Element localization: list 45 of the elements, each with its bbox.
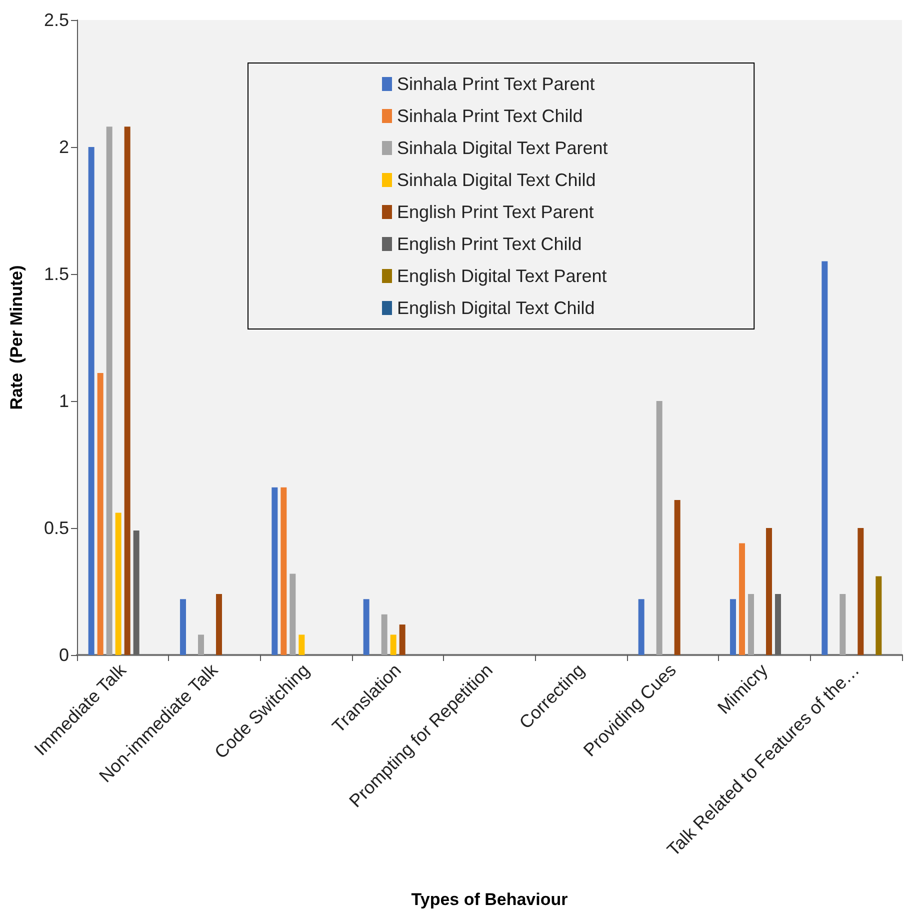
y-tick-label: 1 — [58, 391, 69, 411]
bar — [272, 487, 278, 655]
x-axis-title: Types of Behaviour — [411, 890, 568, 909]
y-tick-label: 0 — [58, 645, 69, 665]
bar — [730, 599, 736, 655]
bar — [198, 634, 204, 655]
bar — [97, 373, 104, 655]
bar — [775, 594, 781, 655]
bar — [363, 599, 370, 655]
legend-label: English Digital Text Child — [397, 298, 595, 318]
bar — [858, 528, 864, 655]
bar — [390, 634, 396, 655]
bar — [766, 528, 772, 655]
bar — [876, 576, 882, 655]
legend-label: Sinhala Digital Text Child — [397, 170, 596, 190]
y-tick-label: 2.5 — [44, 10, 69, 30]
legend-label: Sinhala Digital Text Parent — [397, 138, 608, 158]
bar — [638, 599, 644, 655]
bar — [822, 261, 828, 655]
bar — [840, 594, 846, 655]
bar — [656, 401, 662, 655]
y-tick-label: 1.5 — [44, 264, 69, 284]
bar — [298, 634, 305, 655]
bar — [674, 500, 680, 655]
bar — [290, 574, 296, 655]
bar — [748, 594, 754, 655]
y-axis-title: Rate (Per Minute) — [7, 265, 26, 410]
bar — [106, 126, 112, 655]
bar — [124, 126, 130, 655]
bar — [115, 512, 122, 655]
legend-label: English Print Text Parent — [397, 202, 594, 222]
bar — [399, 624, 406, 655]
y-tick-label: 0.5 — [44, 518, 69, 538]
y-tick-label: 2 — [58, 137, 69, 157]
legend-label: Sinhala Print Text Child — [397, 106, 583, 126]
bar — [133, 530, 140, 655]
bar — [180, 599, 186, 655]
bar — [381, 614, 388, 655]
bar — [280, 487, 287, 655]
bar — [88, 147, 94, 655]
bar — [216, 594, 222, 655]
legend-label: English Print Text Child — [397, 234, 582, 254]
bar — [739, 543, 745, 655]
legend-label: English Digital Text Parent — [397, 266, 607, 286]
legend-label: Sinhala Print Text Parent — [397, 74, 595, 94]
